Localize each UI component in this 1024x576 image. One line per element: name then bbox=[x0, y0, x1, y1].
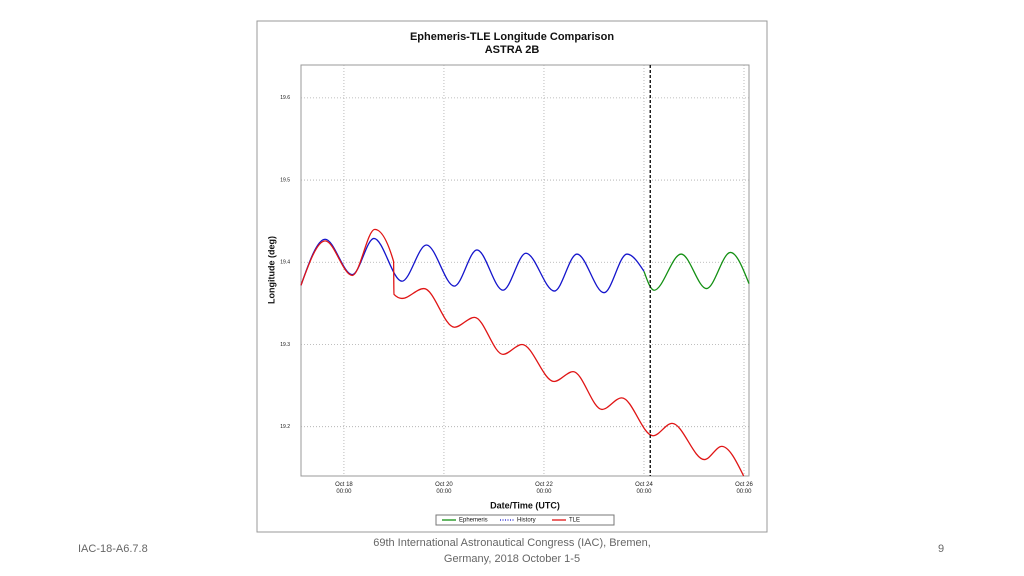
footer-center: 69th International Astronautical Congres… bbox=[373, 537, 651, 565]
y-tick-label: 19.3 bbox=[280, 342, 290, 348]
x-tick-label: Oct 20 00:00 bbox=[435, 482, 453, 495]
x-tick-label: Oct 24 00:00 bbox=[635, 482, 653, 495]
legend-label: History bbox=[517, 518, 536, 524]
y-axis-label: Longitude (deg) bbox=[266, 236, 276, 304]
y-tick-label: 19.2 bbox=[280, 424, 290, 430]
x-tick-label: Oct 18 00:00 bbox=[335, 482, 353, 495]
y-tick-label: 19.6 bbox=[280, 95, 290, 101]
x-tick-label: Oct 26 00:00 bbox=[735, 482, 753, 495]
x-tick-label: Oct 22 00:00 bbox=[535, 482, 553, 495]
page-number: 9 bbox=[938, 543, 945, 555]
legend-label: TLE bbox=[569, 518, 580, 524]
y-tick-label: 19.4 bbox=[280, 260, 290, 266]
series-line bbox=[643, 251, 750, 291]
legend-box bbox=[435, 514, 615, 526]
plot-area bbox=[300, 64, 750, 477]
chart-title: Ephemeris-TLE Longitude Comparison bbox=[410, 31, 614, 43]
chart-subtitle: ASTRA 2B bbox=[485, 44, 540, 56]
x-axis-label: Date/Time (UTC) bbox=[490, 500, 560, 510]
legend-label: Ephemeris bbox=[459, 518, 488, 524]
footer-left: IAC-18-A6.7.8 bbox=[78, 543, 148, 555]
series-line bbox=[300, 228, 745, 477]
y-tick-label: 19.5 bbox=[280, 177, 290, 183]
